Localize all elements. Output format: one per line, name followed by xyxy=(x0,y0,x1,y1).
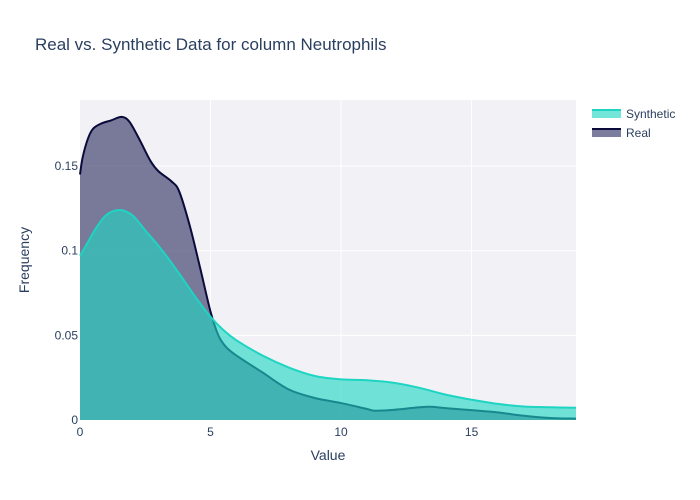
legend-swatch-synthetic xyxy=(592,109,621,118)
legend[interactable]: Synthetic Real xyxy=(592,107,675,140)
axis-ticks: 0 5 10 15 0 0.05 0.1 0.15 xyxy=(55,159,479,439)
x-tick-label: 5 xyxy=(207,425,214,439)
y-tick-label: 0 xyxy=(71,413,78,427)
x-tick-label: 10 xyxy=(334,425,348,439)
x-tick-label: 0 xyxy=(77,425,84,439)
legend-label-real: Real xyxy=(626,126,651,140)
synthetic-area xyxy=(80,210,576,420)
y-tick-label: 0.15 xyxy=(55,159,79,173)
legend-item-real[interactable]: Real xyxy=(592,126,651,140)
legend-swatch-real xyxy=(592,128,621,137)
synthetic-line xyxy=(79,209,577,409)
y-tick-label: 0.05 xyxy=(55,328,79,342)
y-axis-title: Frequency xyxy=(16,227,32,293)
x-tick-label: 15 xyxy=(465,425,479,439)
y-tick-label: 0.1 xyxy=(61,244,78,258)
chart-title: Real vs. Synthetic Data for column Neutr… xyxy=(35,35,387,54)
plot-area xyxy=(79,115,577,420)
legend-label-synthetic: Synthetic xyxy=(626,107,675,121)
x-axis-title: Value xyxy=(311,447,346,463)
legend-item-synthetic[interactable]: Synthetic xyxy=(592,107,675,121)
